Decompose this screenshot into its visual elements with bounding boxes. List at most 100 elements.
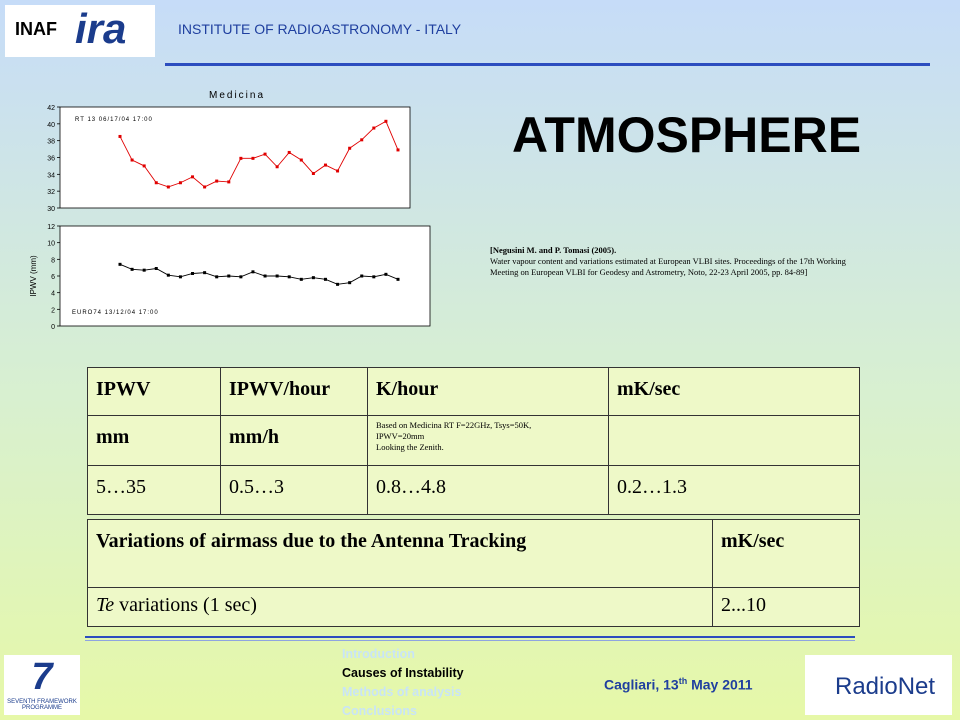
- point: [203, 185, 207, 189]
- fp7-logo: 7 SEVENTH FRAMEWORK PROGRAMME: [4, 655, 80, 715]
- point: [178, 275, 182, 279]
- cell: [609, 416, 859, 466]
- y-tick-label: 34: [47, 172, 55, 179]
- y-tick-label: 40: [47, 122, 55, 129]
- point: [396, 148, 400, 152]
- table2: Variations of airmass due to the Antenna…: [87, 519, 860, 627]
- line: [119, 263, 399, 285]
- point: [336, 282, 340, 286]
- cell: IPWV/hour: [221, 368, 368, 416]
- point: [130, 267, 134, 271]
- point: [215, 275, 219, 279]
- point: [178, 181, 182, 185]
- cell: 5…35: [88, 466, 221, 514]
- inaf-logo: INAF: [15, 19, 57, 39]
- point: [384, 119, 388, 123]
- point: [360, 274, 364, 278]
- footer-rule: [85, 636, 855, 638]
- point: [154, 267, 158, 270]
- point: [166, 185, 170, 189]
- nav: Introduction Causes of Instability Methods…: [342, 645, 464, 720]
- point: [215, 179, 219, 183]
- y-tick-label: 2: [51, 307, 55, 314]
- cell-line: Based on Medicina RT F=22GHz, Tsys=50K,: [376, 420, 532, 430]
- nav-item: Methods of analysis: [342, 685, 462, 699]
- cell-line: IPWV=20mm: [376, 431, 425, 441]
- point: [227, 180, 231, 184]
- cell-line: Looking the Zenith.: [376, 442, 444, 452]
- y-tick-label: 36: [47, 156, 55, 163]
- nav-item: Causes of Instability: [342, 666, 464, 680]
- y-tick-label: 10: [47, 241, 55, 248]
- point: [239, 156, 243, 160]
- point: [191, 175, 195, 179]
- point: [263, 152, 267, 156]
- point: [396, 277, 400, 281]
- y-tick-label: 42: [47, 105, 55, 112]
- ira-logo: ira: [75, 5, 127, 52]
- annotation: RT 13 06/17/04 17:00: [75, 117, 153, 123]
- point: [360, 138, 364, 142]
- point: [384, 272, 388, 276]
- sup: th: [678, 676, 688, 686]
- point: [203, 271, 207, 275]
- line: [119, 120, 399, 188]
- point: [336, 169, 340, 173]
- point: [372, 126, 376, 130]
- point: [323, 163, 327, 167]
- term: Te: [96, 594, 115, 616]
- point: [263, 274, 267, 278]
- point: [372, 275, 376, 279]
- cell-text: variations (1 sec): [114, 594, 257, 616]
- cell: 2...10: [721, 594, 766, 616]
- cell: 0.5…3: [221, 466, 368, 514]
- cell: Variations of airmass due to the Antenna…: [88, 520, 713, 588]
- cell: mm: [88, 416, 221, 466]
- plot-area: [59, 106, 411, 209]
- cell: K/hour: [368, 368, 609, 416]
- table: IPWV IPWV/hour K/hour mK/sec mm mm/h Based on …: [87, 367, 860, 515]
- y-tick-label: 30: [47, 206, 55, 213]
- point: [166, 273, 170, 277]
- point: [154, 181, 158, 185]
- point: [191, 272, 195, 275]
- point: [275, 165, 279, 169]
- reference-title: [Negusini M. and P. Tomasi (2005).: [490, 245, 617, 255]
- point: [311, 276, 315, 280]
- radionet-text: RadioNet: [835, 673, 936, 700]
- y-tick-label: 38: [47, 139, 55, 146]
- cell: 0.8…4.8: [368, 466, 609, 514]
- place-date: Cagliari, 13th May 2011: [604, 676, 753, 693]
- cell: Te variations (1 sec): [88, 588, 713, 626]
- point: [287, 150, 291, 154]
- plot-area: [59, 225, 431, 327]
- point: [311, 171, 315, 175]
- footer-rule: [85, 640, 855, 641]
- y-tick-label: 6: [51, 274, 55, 281]
- nav-item: Introduction: [342, 647, 415, 661]
- point: [348, 281, 352, 285]
- cell: Based on Medicina RT F=22GHz, Tsys=50K, I…: [368, 416, 609, 466]
- point: [118, 134, 122, 138]
- y-tick-label: 12: [47, 224, 55, 231]
- point: [348, 146, 352, 150]
- point: [275, 274, 279, 278]
- cell: mm/h: [221, 416, 368, 466]
- fp7-text: SEVENTH FRAMEWORK PROGRAMME: [7, 699, 77, 711]
- institute: INSTITUTE OF RADIOASTRONOMY - ITALY: [178, 21, 462, 37]
- point: [130, 158, 134, 162]
- point: [142, 268, 146, 272]
- point: [239, 275, 243, 279]
- point: [323, 277, 327, 281]
- place: Cagliari, 13: [604, 676, 679, 693]
- y-tick-label: 0: [51, 324, 55, 331]
- header-rule: [165, 63, 930, 66]
- point: [287, 275, 291, 279]
- cell: IPWV: [88, 368, 221, 416]
- y-tick-label: 32: [47, 189, 55, 196]
- point: [118, 262, 122, 266]
- nav-item: Conclusions: [342, 704, 418, 718]
- y-tick-label: 4: [51, 291, 55, 298]
- point: [251, 156, 255, 160]
